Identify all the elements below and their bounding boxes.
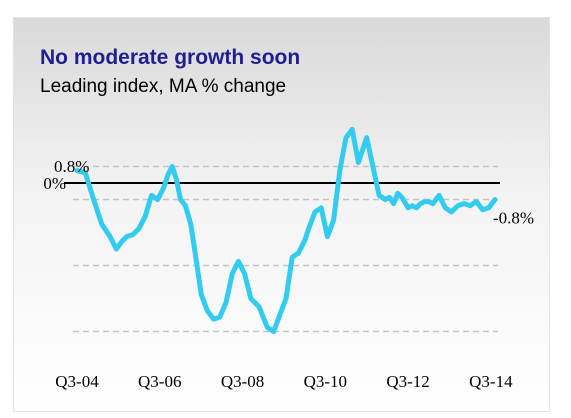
gridlines <box>73 165 498 333</box>
x-tick-label: Q3-06 <box>138 372 181 391</box>
y-ticks: 0.8%0% <box>43 157 89 193</box>
x-tick-label: Q3-08 <box>221 372 264 391</box>
x-tick-label: Q3-10 <box>304 372 347 391</box>
x-tick-label: Q3-12 <box>386 372 429 391</box>
series-line <box>74 126 498 334</box>
chart-panel <box>13 17 550 412</box>
y-tick-label: 0.8% <box>54 157 89 176</box>
x-ticks: Q3-04 Q3-06 Q3-08 Q3-10 Q3-12 Q3-14 <box>55 372 513 391</box>
x-tick-label: Q3-04 <box>55 372 99 391</box>
end-value-label: -0.8% <box>493 209 534 228</box>
y-tick-label: 0% <box>43 174 66 193</box>
annotations: -0.8% <box>493 209 534 228</box>
chart-title: No moderate growth soon <box>40 46 301 69</box>
chart-subtitle: Leading index, MA % change <box>40 76 287 97</box>
x-tick-label: Q3-14 <box>469 372 513 391</box>
